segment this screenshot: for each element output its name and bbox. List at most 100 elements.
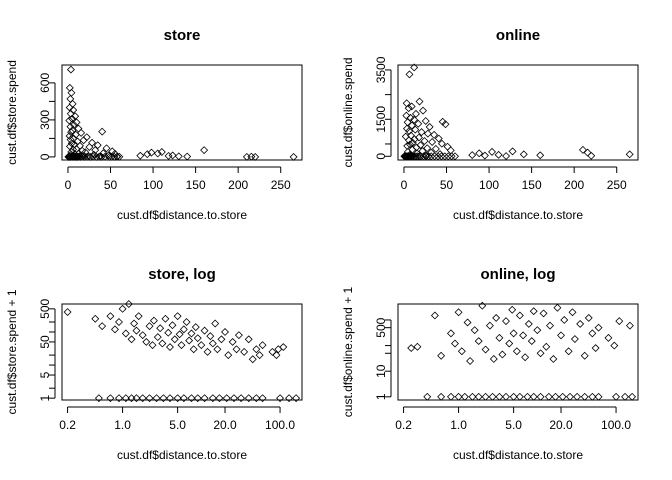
data-point (187, 394, 196, 403)
data-point (92, 152, 101, 161)
data-point (508, 305, 517, 314)
data-point (255, 351, 264, 360)
data-point (568, 308, 577, 317)
data-point (498, 350, 507, 359)
y-tick-label: 1 (374, 393, 388, 400)
data-point (460, 392, 469, 401)
data-point (557, 331, 565, 340)
data-point (164, 151, 173, 160)
data-point (628, 392, 637, 401)
data-point (544, 392, 553, 401)
data-point (161, 314, 170, 323)
chart-panel-1: store 0 50 100 150 200 250 0 300 600 cust.df$dista… (5, 27, 303, 222)
data-point (512, 347, 521, 356)
data-point (197, 341, 206, 350)
data-point (175, 330, 184, 339)
data-point (437, 152, 446, 161)
data-point (240, 347, 249, 356)
data-point (193, 334, 202, 343)
data-point (200, 146, 209, 155)
data-point (615, 317, 624, 326)
data-point (591, 344, 600, 353)
y-axis-label: cust.df$online.spend + 1 (341, 286, 355, 417)
data-point (134, 312, 143, 321)
data-point (588, 329, 597, 338)
x-tick-label: 150 (522, 178, 542, 192)
data-point (509, 392, 518, 401)
data-point (110, 325, 119, 334)
data-point (112, 152, 121, 161)
data-point (252, 394, 261, 403)
data-point (428, 138, 437, 146)
data-point (230, 394, 238, 403)
data-point (425, 122, 434, 131)
data-point (553, 303, 562, 312)
data-point (424, 152, 433, 161)
data-point (410, 135, 419, 144)
data-point (159, 394, 168, 403)
y-tick-label: 50 (38, 335, 52, 349)
data-point (466, 357, 475, 365)
data-point (542, 342, 551, 351)
data-point (463, 318, 472, 327)
data-point (179, 325, 188, 334)
data-point (152, 394, 161, 403)
data-point (85, 143, 94, 152)
data-point (71, 152, 80, 161)
data-point (478, 301, 487, 310)
data-point (584, 313, 593, 322)
data-point (411, 152, 420, 161)
data-point (95, 152, 103, 161)
data-point (610, 341, 619, 350)
data-point (118, 304, 127, 313)
data-point (533, 326, 542, 335)
data-point (474, 392, 483, 401)
data-point (200, 326, 209, 335)
data-point (75, 141, 84, 150)
data-point (417, 152, 425, 161)
data-point (407, 344, 416, 353)
y-tick-label: 1500 (374, 106, 388, 133)
data-point (124, 300, 133, 308)
data-point (416, 141, 425, 150)
x-tick-label: 0 (401, 178, 408, 192)
x-axis-label: cust.df$distance.to.store (453, 448, 583, 462)
data-point (149, 316, 158, 325)
data-point (83, 152, 92, 161)
plot-frame (397, 303, 639, 401)
data-point (72, 152, 81, 161)
data-point (485, 321, 494, 330)
y-tick-label: 0 (374, 153, 388, 160)
data-point (413, 152, 422, 161)
data-point (251, 152, 260, 161)
data-point (174, 152, 183, 161)
data-point (521, 353, 530, 362)
data-point (179, 394, 188, 403)
data-point (91, 146, 100, 155)
data-point (427, 152, 436, 161)
data-point (183, 152, 192, 161)
data-point (470, 326, 479, 335)
data-point (410, 152, 419, 161)
x-tick-label: 5.0 (169, 418, 186, 432)
chart-title: online, log (481, 266, 556, 283)
y-tick-label: 5 (38, 371, 52, 378)
data-point (625, 150, 634, 159)
data-point (407, 121, 416, 130)
data-point (523, 392, 532, 401)
x-tick-label: 100 (479, 178, 499, 192)
data-point (423, 144, 432, 153)
data-point (551, 392, 560, 401)
data-point (489, 355, 498, 363)
data-point (573, 392, 582, 401)
data-point (515, 392, 524, 401)
data-points (63, 300, 301, 403)
data-point (224, 351, 233, 360)
data-point (234, 331, 243, 340)
data-point (71, 130, 80, 139)
data-point (519, 331, 528, 340)
data-point (276, 394, 285, 403)
x-tick-label: 50 (440, 178, 454, 192)
data-point (441, 120, 450, 129)
